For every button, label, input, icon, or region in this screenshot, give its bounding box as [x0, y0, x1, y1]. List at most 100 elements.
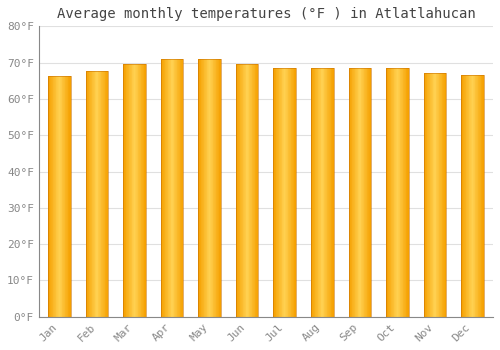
- Bar: [136, 64, 137, 317]
- Bar: [431, 74, 432, 317]
- Bar: [387, 68, 388, 317]
- Bar: [238, 64, 239, 317]
- Bar: [400, 68, 401, 317]
- Bar: [325, 68, 326, 317]
- Bar: [468, 75, 469, 317]
- Bar: [87, 71, 88, 317]
- Bar: [286, 68, 287, 317]
- Bar: [175, 59, 176, 317]
- Bar: [483, 75, 484, 317]
- Bar: [464, 75, 465, 317]
- Bar: [142, 64, 143, 317]
- Bar: [437, 74, 438, 317]
- Bar: [311, 68, 334, 317]
- Bar: [317, 68, 318, 317]
- Bar: [167, 59, 168, 317]
- Bar: [206, 59, 208, 317]
- Bar: [287, 68, 288, 317]
- Bar: [174, 59, 175, 317]
- Bar: [480, 75, 482, 317]
- Bar: [479, 75, 480, 317]
- Bar: [356, 68, 357, 317]
- Bar: [283, 68, 284, 317]
- Bar: [161, 59, 184, 317]
- Bar: [211, 59, 212, 317]
- Bar: [127, 64, 128, 317]
- Bar: [166, 59, 167, 317]
- Bar: [98, 71, 99, 317]
- Bar: [48, 76, 70, 317]
- Bar: [352, 68, 353, 317]
- Bar: [288, 68, 289, 317]
- Bar: [428, 74, 429, 317]
- Bar: [208, 59, 209, 317]
- Bar: [139, 64, 140, 317]
- Bar: [64, 76, 66, 317]
- Bar: [348, 68, 371, 317]
- Bar: [170, 59, 172, 317]
- Bar: [137, 64, 138, 317]
- Bar: [97, 71, 98, 317]
- Bar: [242, 64, 244, 317]
- Bar: [274, 68, 296, 317]
- Bar: [434, 74, 435, 317]
- Bar: [473, 75, 474, 317]
- Bar: [362, 68, 363, 317]
- Bar: [218, 59, 220, 317]
- Bar: [125, 64, 126, 317]
- Bar: [432, 74, 434, 317]
- Bar: [169, 59, 170, 317]
- Bar: [482, 75, 483, 317]
- Bar: [209, 59, 210, 317]
- Bar: [133, 64, 134, 317]
- Bar: [348, 68, 350, 317]
- Bar: [322, 68, 323, 317]
- Bar: [199, 59, 200, 317]
- Bar: [236, 64, 238, 317]
- Bar: [353, 68, 354, 317]
- Bar: [68, 76, 69, 317]
- Bar: [163, 59, 164, 317]
- Bar: [86, 71, 108, 317]
- Bar: [330, 68, 332, 317]
- Bar: [357, 68, 358, 317]
- Bar: [204, 59, 205, 317]
- Bar: [312, 68, 313, 317]
- Bar: [278, 68, 280, 317]
- Bar: [405, 68, 406, 317]
- Bar: [368, 68, 369, 317]
- Bar: [274, 68, 275, 317]
- Bar: [294, 68, 295, 317]
- Bar: [215, 59, 216, 317]
- Bar: [49, 76, 50, 317]
- Bar: [62, 76, 63, 317]
- Bar: [424, 74, 425, 317]
- Bar: [86, 71, 87, 317]
- Bar: [365, 68, 366, 317]
- Bar: [326, 68, 328, 317]
- Bar: [393, 68, 394, 317]
- Bar: [401, 68, 402, 317]
- Bar: [92, 71, 93, 317]
- Bar: [474, 75, 476, 317]
- Bar: [438, 74, 440, 317]
- Bar: [179, 59, 180, 317]
- Bar: [350, 68, 351, 317]
- Bar: [130, 64, 131, 317]
- Bar: [282, 68, 283, 317]
- Bar: [388, 68, 389, 317]
- Bar: [244, 64, 245, 317]
- Bar: [370, 68, 371, 317]
- Bar: [478, 75, 479, 317]
- Bar: [424, 74, 446, 317]
- Bar: [58, 76, 59, 317]
- Bar: [319, 68, 320, 317]
- Bar: [435, 74, 436, 317]
- Bar: [63, 76, 64, 317]
- Bar: [324, 68, 325, 317]
- Bar: [366, 68, 368, 317]
- Bar: [333, 68, 334, 317]
- Bar: [198, 59, 199, 317]
- Bar: [57, 76, 58, 317]
- Bar: [48, 76, 49, 317]
